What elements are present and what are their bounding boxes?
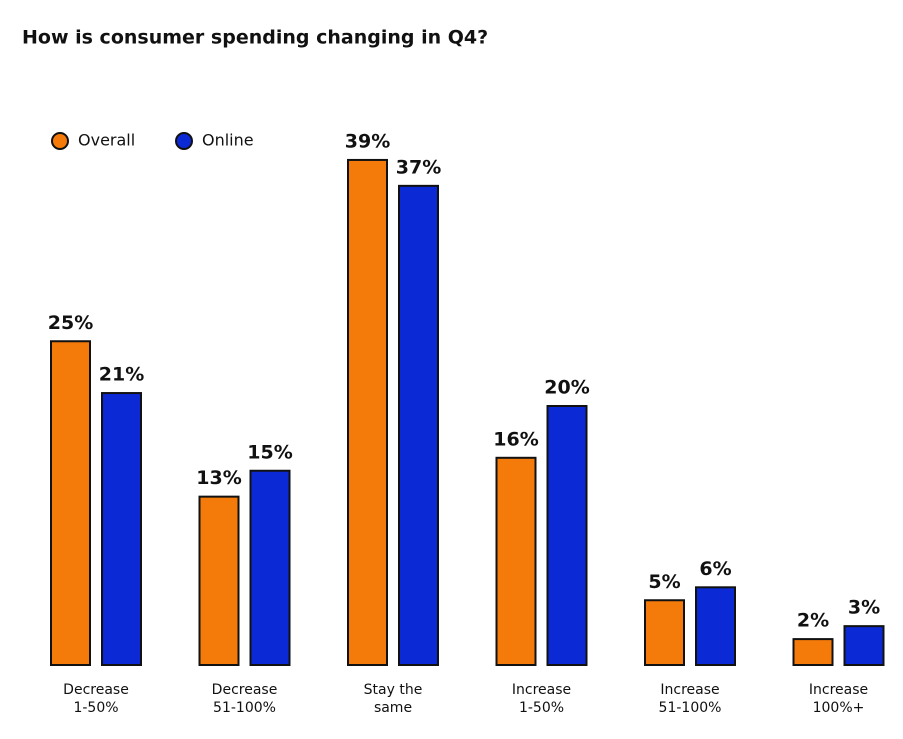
x-tick-label: 1-50% bbox=[519, 700, 564, 716]
bar bbox=[843, 625, 885, 667]
value-label: 25% bbox=[48, 312, 93, 334]
value-label: 6% bbox=[699, 558, 731, 580]
x-tick-label: 51-100% bbox=[659, 700, 722, 716]
value-label: 39% bbox=[345, 130, 390, 152]
value-label: 15% bbox=[247, 441, 292, 463]
bar bbox=[249, 469, 291, 666]
value-label: 2% bbox=[797, 610, 829, 632]
bar bbox=[792, 638, 834, 666]
legend-label: Overall bbox=[78, 131, 135, 150]
bar bbox=[695, 586, 736, 666]
legend-marker bbox=[51, 132, 69, 150]
x-tick-label: same bbox=[374, 700, 412, 716]
value-label: 16% bbox=[493, 428, 538, 450]
x-tick-label: Increase bbox=[660, 682, 719, 698]
value-label: 5% bbox=[648, 571, 680, 593]
x-tick-label: Stay the bbox=[364, 682, 423, 698]
value-label: 37% bbox=[396, 156, 441, 178]
value-label: 3% bbox=[848, 597, 880, 619]
x-tick-label: 51-100% bbox=[213, 700, 276, 716]
bar bbox=[546, 405, 588, 666]
value-label: 21% bbox=[99, 364, 144, 386]
bar bbox=[398, 184, 439, 666]
value-label: 13% bbox=[196, 467, 241, 489]
bar bbox=[50, 340, 91, 666]
bar bbox=[347, 158, 388, 666]
bar bbox=[198, 495, 240, 666]
x-tick-label: Increase bbox=[512, 682, 571, 698]
bar bbox=[101, 392, 142, 666]
bar bbox=[644, 599, 685, 666]
chart-title: How is consumer spending changing in Q4? bbox=[22, 27, 488, 49]
x-tick-label: Decrease bbox=[63, 682, 129, 698]
x-tick-label: Increase bbox=[809, 682, 868, 698]
legend-label: Online bbox=[202, 131, 254, 150]
x-tick-label: 1-50% bbox=[73, 700, 118, 716]
bar bbox=[495, 456, 537, 666]
x-tick-label: 100%+ bbox=[813, 700, 865, 716]
legend-marker bbox=[175, 132, 193, 150]
x-tick-label: Decrease bbox=[212, 682, 278, 698]
value-label: 20% bbox=[544, 377, 589, 399]
